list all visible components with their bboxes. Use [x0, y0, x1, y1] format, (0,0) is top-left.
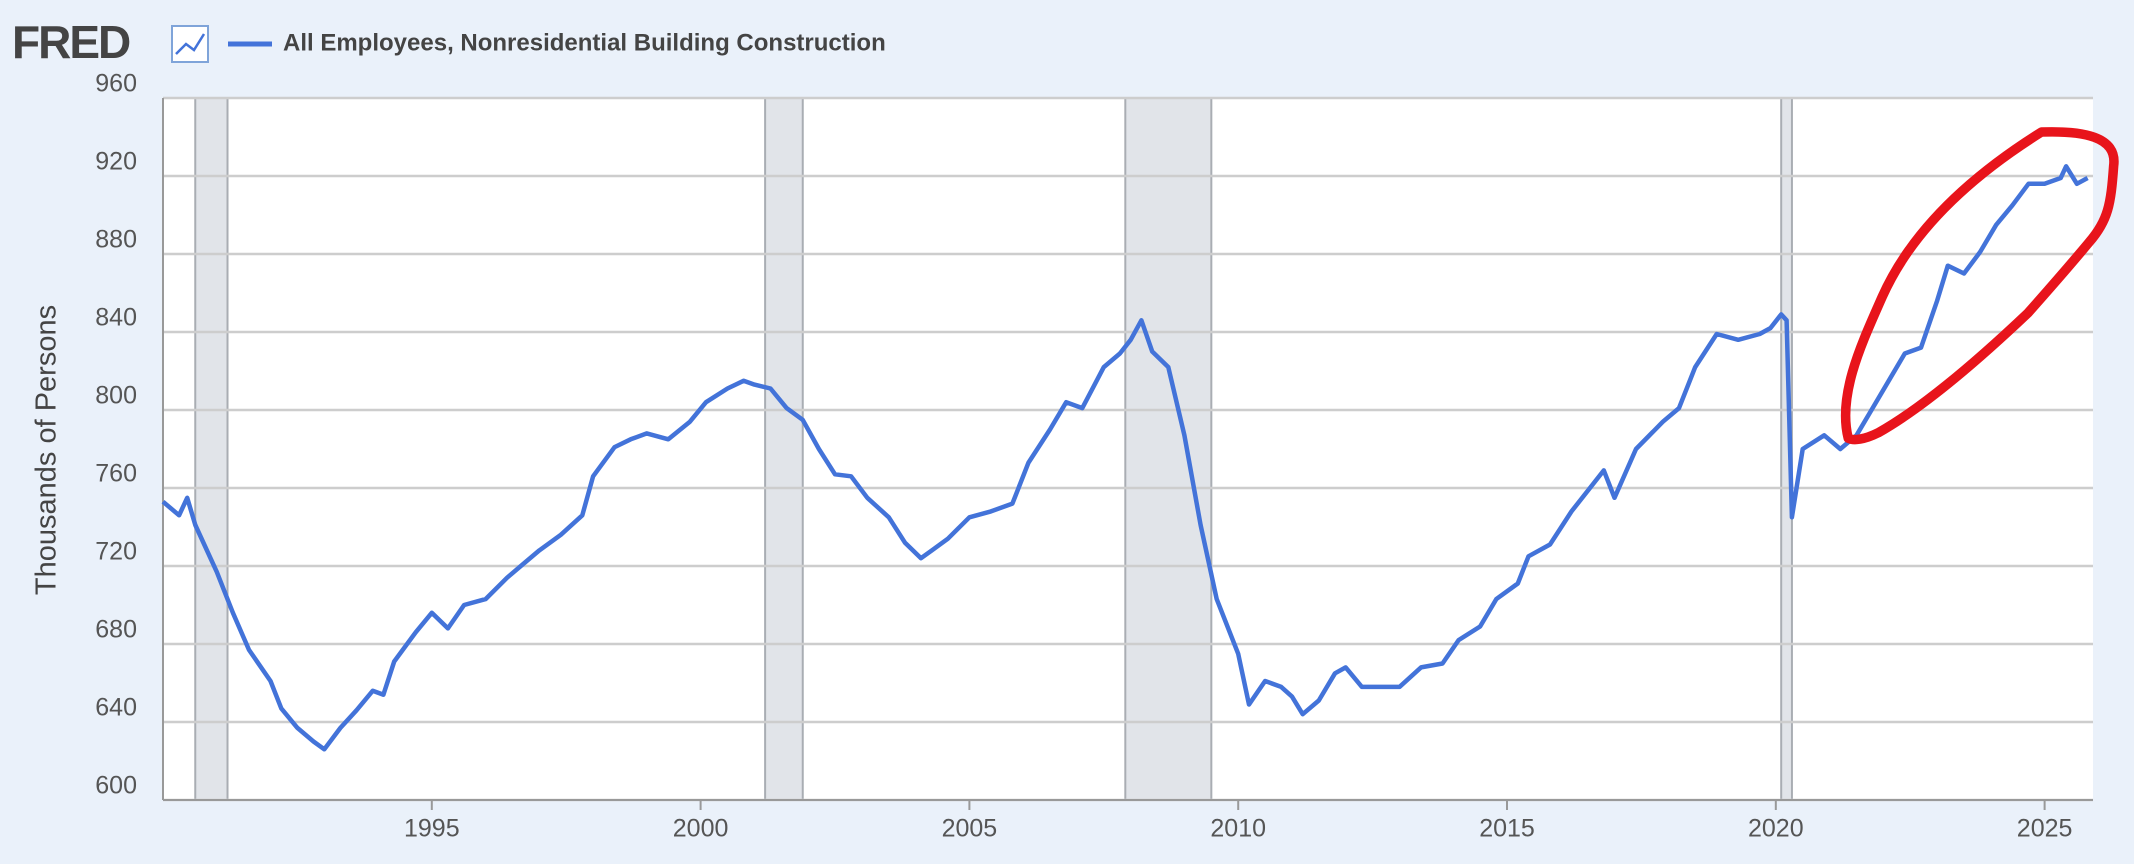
y-tick-label: 960: [95, 70, 137, 98]
x-tick-label: 2020: [1748, 815, 1804, 843]
recession-band: [1124, 97, 1213, 801]
y-tick-label: 920: [95, 148, 137, 176]
logo-icon: [171, 25, 209, 63]
x-tick-label: 2000: [673, 815, 729, 843]
series-line: [161, 164, 2089, 752]
x-tick-label: 1995: [404, 815, 460, 843]
y-tick-label: 600: [95, 772, 137, 800]
series-layer: [161, 164, 2089, 752]
y-tick-label: 760: [95, 460, 137, 488]
x-tick-label: 2025: [2017, 815, 2073, 843]
recession-band: [194, 97, 229, 801]
y-tick-label: 800: [95, 382, 137, 410]
y-tick-label: 840: [95, 304, 137, 332]
recession-band: [764, 97, 804, 801]
logo: FRED: [12, 16, 130, 68]
x-tick-label: 2010: [1210, 815, 1266, 843]
grid-layer: [162, 96, 2093, 810]
x-tick-label: 2005: [942, 815, 998, 843]
y-axis-label: Thousands of Persons: [31, 305, 63, 595]
y-tick-label: 720: [95, 538, 137, 566]
recession-layer: [194, 97, 1793, 801]
y-tick-label: 680: [95, 616, 137, 644]
y-tick-label: 880: [95, 226, 137, 254]
annotation-circle: [1840, 127, 2119, 445]
legend-label: All Employees, Nonresidential Building C…: [283, 29, 886, 56]
y-tick-label: 640: [95, 694, 137, 722]
x-tick-label: 2015: [1479, 815, 1535, 843]
